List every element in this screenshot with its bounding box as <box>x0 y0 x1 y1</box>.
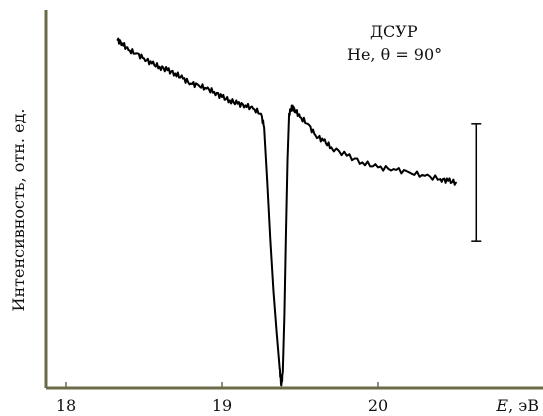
data-point <box>281 371 284 373</box>
data-point <box>423 174 426 177</box>
data-point <box>455 181 457 184</box>
data-point <box>189 82 192 85</box>
data-point <box>361 161 364 164</box>
data-point <box>447 179 450 182</box>
x-ticks <box>65 382 379 388</box>
data-point <box>143 57 145 60</box>
x-axis-label-unit: , эВ <box>508 396 539 415</box>
data-point <box>252 107 255 110</box>
data-point <box>213 91 216 93</box>
data-point <box>197 84 200 87</box>
data-point <box>221 96 223 98</box>
x-tick-label: 19 <box>212 396 232 415</box>
data-point <box>278 367 281 370</box>
data-point <box>174 72 177 75</box>
data-point <box>306 122 309 125</box>
data-point <box>269 240 272 243</box>
data-point <box>439 178 442 181</box>
x-tick-labels: 18 19 20 <box>56 396 388 415</box>
data-point <box>330 146 333 149</box>
data-point <box>205 87 208 90</box>
data-point <box>166 69 169 72</box>
series-points <box>116 39 457 387</box>
x-tick-label: 20 <box>368 396 388 415</box>
data-point <box>121 42 124 45</box>
data-point <box>135 52 138 55</box>
data-point <box>228 99 231 102</box>
data-point <box>285 230 287 233</box>
data-point <box>280 384 283 387</box>
data-point <box>294 109 297 112</box>
data-point <box>182 77 184 80</box>
x-axis-label: E, эВ <box>495 396 539 415</box>
x-tick-label: 18 <box>56 396 76 415</box>
data-point <box>260 112 262 115</box>
data-point <box>286 159 289 162</box>
data-point <box>263 126 265 129</box>
annotation-method: ДСУР <box>370 22 418 41</box>
data-point <box>322 139 325 142</box>
data-point <box>127 49 130 51</box>
error-bar <box>471 123 482 242</box>
data-point <box>272 290 275 293</box>
data-point <box>299 116 301 118</box>
data-point <box>314 134 317 137</box>
data-point <box>116 39 119 41</box>
data-point <box>291 106 294 108</box>
data-point <box>236 102 239 105</box>
axes <box>44 10 543 390</box>
data-point <box>244 104 247 107</box>
data-point <box>345 154 348 157</box>
data-point <box>408 171 411 174</box>
data-point <box>150 62 153 65</box>
data-point <box>283 314 286 316</box>
data-point <box>288 112 290 115</box>
data-point <box>266 179 269 182</box>
data-point <box>392 168 395 171</box>
y-axis-label: Интенсивность, отн. ед. <box>9 109 28 312</box>
data-point <box>158 65 161 68</box>
data-point <box>275 330 278 333</box>
x-axis-label-var: E <box>495 396 508 415</box>
series-line <box>116 37 457 387</box>
annotation-conditions: He, θ = 90° <box>347 45 442 64</box>
data-point <box>377 166 379 169</box>
